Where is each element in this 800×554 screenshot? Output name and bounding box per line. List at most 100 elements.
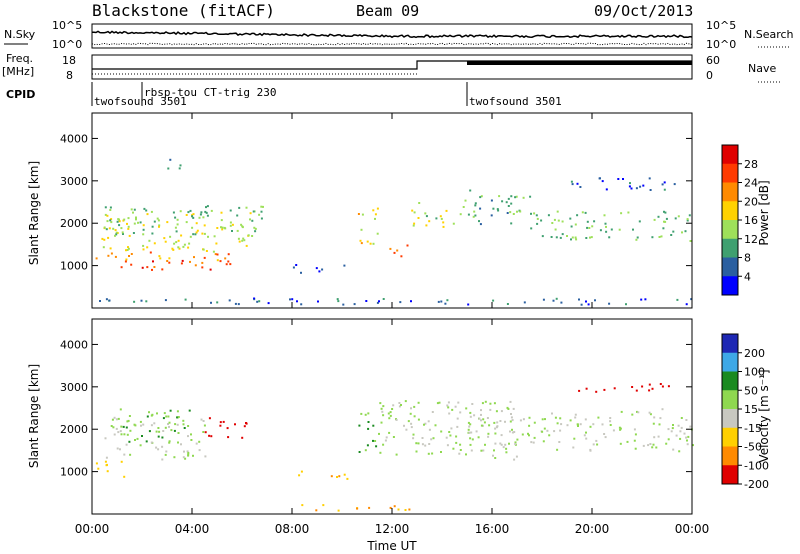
range-cell	[685, 419, 688, 421]
range-cell	[186, 450, 189, 453]
colorbar-swatch	[722, 465, 738, 485]
range-cell	[249, 212, 252, 215]
range-cell	[530, 227, 533, 230]
range-cell	[523, 301, 526, 304]
range-cell	[173, 429, 176, 432]
range-cell	[176, 223, 179, 226]
range-cell	[384, 439, 387, 442]
range-cell	[181, 259, 184, 262]
range-cell	[194, 233, 197, 236]
range-cell	[115, 233, 118, 236]
range-cell	[137, 221, 139, 224]
range-cell	[487, 435, 490, 438]
range-cell	[125, 249, 127, 252]
range-cell	[410, 300, 412, 303]
range-cell	[480, 409, 482, 412]
range-cell	[519, 419, 522, 422]
range-cell	[161, 268, 164, 271]
range-cell	[165, 415, 168, 418]
range-cell	[480, 419, 482, 422]
ytick-label: 2000	[60, 423, 88, 436]
range-cell	[427, 420, 430, 423]
range-cell	[577, 425, 579, 427]
range-cell	[199, 213, 202, 216]
range-cell	[395, 453, 398, 456]
range-cell	[676, 298, 679, 301]
range-cell	[595, 439, 598, 442]
range-cell	[480, 449, 483, 452]
range-cell	[479, 223, 482, 226]
range-cell	[494, 442, 497, 445]
range-cell	[169, 409, 172, 412]
range-cell	[459, 213, 462, 216]
range-cell	[367, 427, 370, 430]
range-cell	[689, 425, 692, 428]
range-cell	[510, 222, 513, 225]
range-cell	[174, 216, 177, 219]
range-cell	[554, 228, 557, 231]
range-cell	[127, 247, 130, 250]
range-cell	[110, 221, 113, 224]
range-cell	[103, 238, 106, 241]
beam-title: Beam 09	[356, 2, 419, 20]
range-cell	[421, 437, 424, 439]
range-cell	[364, 449, 367, 452]
range-cell	[603, 214, 606, 217]
range-cell	[245, 206, 248, 209]
range-cell	[457, 401, 460, 404]
range-cell	[392, 404, 395, 407]
range-cell	[687, 435, 690, 438]
range-cell	[635, 187, 638, 190]
range-cell	[692, 444, 694, 447]
range-cell	[608, 236, 611, 239]
range-cell	[609, 420, 612, 423]
range-cell	[204, 210, 207, 213]
power-colorbar-label: Power [dB]	[757, 180, 771, 245]
range-cell	[627, 211, 630, 214]
range-cell	[130, 208, 133, 211]
range-cell	[428, 220, 431, 223]
range-cell	[126, 222, 128, 225]
range-cell	[180, 443, 182, 446]
range-cell	[117, 431, 120, 434]
range-cell	[207, 235, 209, 238]
range-cell	[337, 300, 340, 303]
range-cell	[575, 238, 578, 241]
range-cell	[479, 196, 482, 199]
range-cell	[677, 424, 680, 427]
range-cell	[110, 425, 113, 427]
range-cell	[172, 211, 175, 214]
range-cell	[636, 236, 639, 239]
range-cell	[380, 407, 383, 410]
range-cell	[106, 214, 109, 217]
range-cell	[667, 428, 670, 431]
range-cell	[153, 220, 156, 223]
range-cell	[546, 429, 549, 432]
range-cell	[389, 414, 392, 417]
range-cell	[585, 431, 587, 434]
nave-trace-late	[467, 61, 692, 65]
range-cell	[111, 418, 114, 421]
range-cell	[169, 158, 172, 161]
range-cell	[393, 505, 396, 508]
range-cell	[109, 206, 112, 209]
range-cell	[574, 413, 577, 416]
range-cell	[122, 233, 124, 235]
range-cell	[672, 448, 675, 451]
range-cell	[652, 443, 655, 446]
range-cell	[570, 238, 572, 241]
range-cell	[410, 422, 413, 425]
range-cell	[121, 231, 124, 234]
range-cell	[541, 235, 544, 238]
range-cell	[552, 299, 555, 302]
range-cell	[480, 424, 483, 427]
noise-right-label: N.Search	[744, 28, 794, 41]
range-cell	[398, 402, 401, 404]
range-cell	[610, 228, 613, 231]
range-cell	[609, 417, 612, 419]
range-cell	[572, 446, 575, 449]
range-cell	[571, 236, 574, 239]
range-cell	[495, 410, 498, 413]
range-cell	[178, 167, 181, 170]
range-cell	[346, 477, 349, 480]
